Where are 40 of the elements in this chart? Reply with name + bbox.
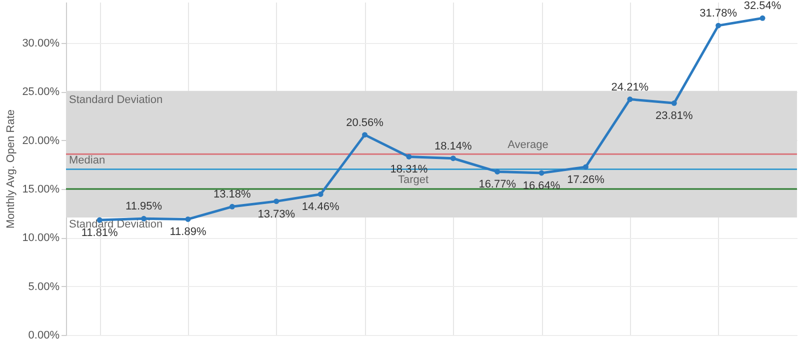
point xyxy=(538,170,544,176)
point xyxy=(229,204,235,210)
data-label: 31.78% xyxy=(700,8,738,20)
data-label: 23.81% xyxy=(655,110,694,122)
ref-line-label: Average xyxy=(508,139,548,152)
point xyxy=(406,154,412,160)
y-axis-title: Monthly Avg. Open Rate xyxy=(5,109,18,229)
point xyxy=(716,22,722,28)
data-label: 14.46% xyxy=(302,201,340,214)
point xyxy=(450,156,456,162)
y-tick-label: 30.00% xyxy=(22,37,60,50)
data-label: 18.14% xyxy=(434,140,472,152)
point xyxy=(627,96,633,102)
ref-line-label: Median xyxy=(69,154,106,166)
data-label: 13.73% xyxy=(258,208,296,220)
point xyxy=(185,216,191,222)
data-label: 11.89% xyxy=(170,226,206,238)
data-label: 13.18% xyxy=(214,188,252,201)
point xyxy=(760,15,766,21)
ref-line-label: Target xyxy=(398,174,429,186)
data-label: 32.54% xyxy=(744,0,782,12)
data-label: 11.81% xyxy=(81,227,118,240)
y-tick-label: 10.00% xyxy=(22,232,60,244)
data-label: 17.26% xyxy=(567,174,605,186)
point xyxy=(318,191,324,197)
y-tick-label: 20.00% xyxy=(22,134,60,147)
y-tick-label: 5.00% xyxy=(28,280,60,293)
data-label: 11.95% xyxy=(126,200,162,213)
point xyxy=(583,164,588,170)
data-label: 20.56% xyxy=(346,116,384,129)
point xyxy=(362,132,368,138)
data-label: 24.21% xyxy=(611,81,649,94)
band-label: Standard Deviation xyxy=(69,94,163,106)
point xyxy=(494,168,500,174)
y-tick-label: 15.00% xyxy=(22,183,60,196)
data-label: 16.77% xyxy=(478,178,516,191)
point xyxy=(671,100,677,106)
point xyxy=(274,198,280,204)
y-tick-label: 25.00% xyxy=(22,86,60,98)
y-tick-label: 0.00% xyxy=(28,330,60,342)
